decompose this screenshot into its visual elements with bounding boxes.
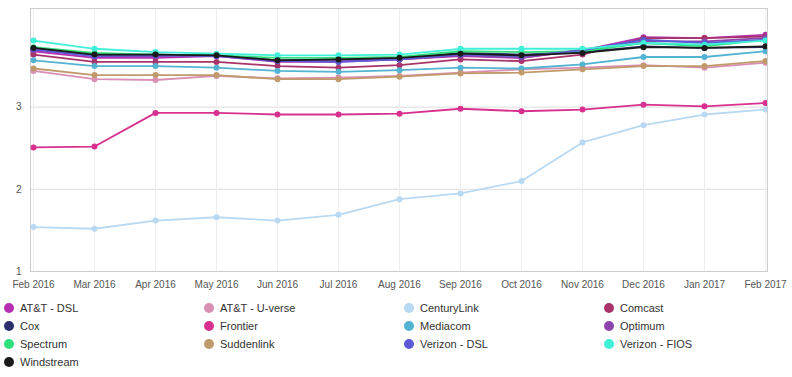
svg-text:Mar 2016: Mar 2016 bbox=[73, 279, 116, 290]
html-text:Cox: Cox bbox=[20, 320, 40, 332]
svg-text:3: 3 bbox=[16, 101, 22, 112]
svg-text:1: 1 bbox=[16, 266, 22, 277]
html-text:Spectrum: Spectrum bbox=[20, 338, 68, 350]
svg-text:Nov 2016: Nov 2016 bbox=[561, 279, 604, 290]
html-text:Frontier: Frontier bbox=[220, 320, 258, 332]
svg-text:Feb 2017: Feb 2017 bbox=[744, 279, 787, 290]
html-text:Windstream: Windstream bbox=[20, 356, 79, 368]
svg-text:Jul 2016: Jul 2016 bbox=[320, 279, 358, 290]
svg-text:Jan 2017: Jan 2017 bbox=[684, 279, 726, 290]
html-text:Verizon - FIOS: Verizon - FIOS bbox=[620, 338, 693, 350]
svg-text:Apr 2016: Apr 2016 bbox=[135, 279, 176, 290]
svg-text:2: 2 bbox=[16, 184, 22, 195]
svg-text:Feb 2016: Feb 2016 bbox=[12, 279, 55, 290]
svg-text:Jun 2016: Jun 2016 bbox=[257, 279, 299, 290]
html-text:Suddenlink: Suddenlink bbox=[220, 338, 275, 350]
svg-text:Dec 2016: Dec 2016 bbox=[622, 279, 665, 290]
svg-text:Sep 2016: Sep 2016 bbox=[439, 279, 482, 290]
svg-text:Aug 2016: Aug 2016 bbox=[378, 279, 421, 290]
html-text:CenturyLink: CenturyLink bbox=[420, 302, 479, 314]
html-text:Comcast: Comcast bbox=[620, 302, 664, 314]
html-text:Mediacom: Mediacom bbox=[420, 320, 471, 332]
html-text:AT&T - U-verse: AT&T - U-verse bbox=[220, 302, 296, 314]
svg-text:Oct 2016: Oct 2016 bbox=[501, 279, 542, 290]
svg-text:May 2016: May 2016 bbox=[195, 279, 239, 290]
html-text:AT&T - DSL: AT&T - DSL bbox=[20, 302, 79, 314]
html-text:Optimum: Optimum bbox=[620, 320, 665, 332]
html-text:Verizon - DSL: Verizon - DSL bbox=[420, 338, 488, 350]
